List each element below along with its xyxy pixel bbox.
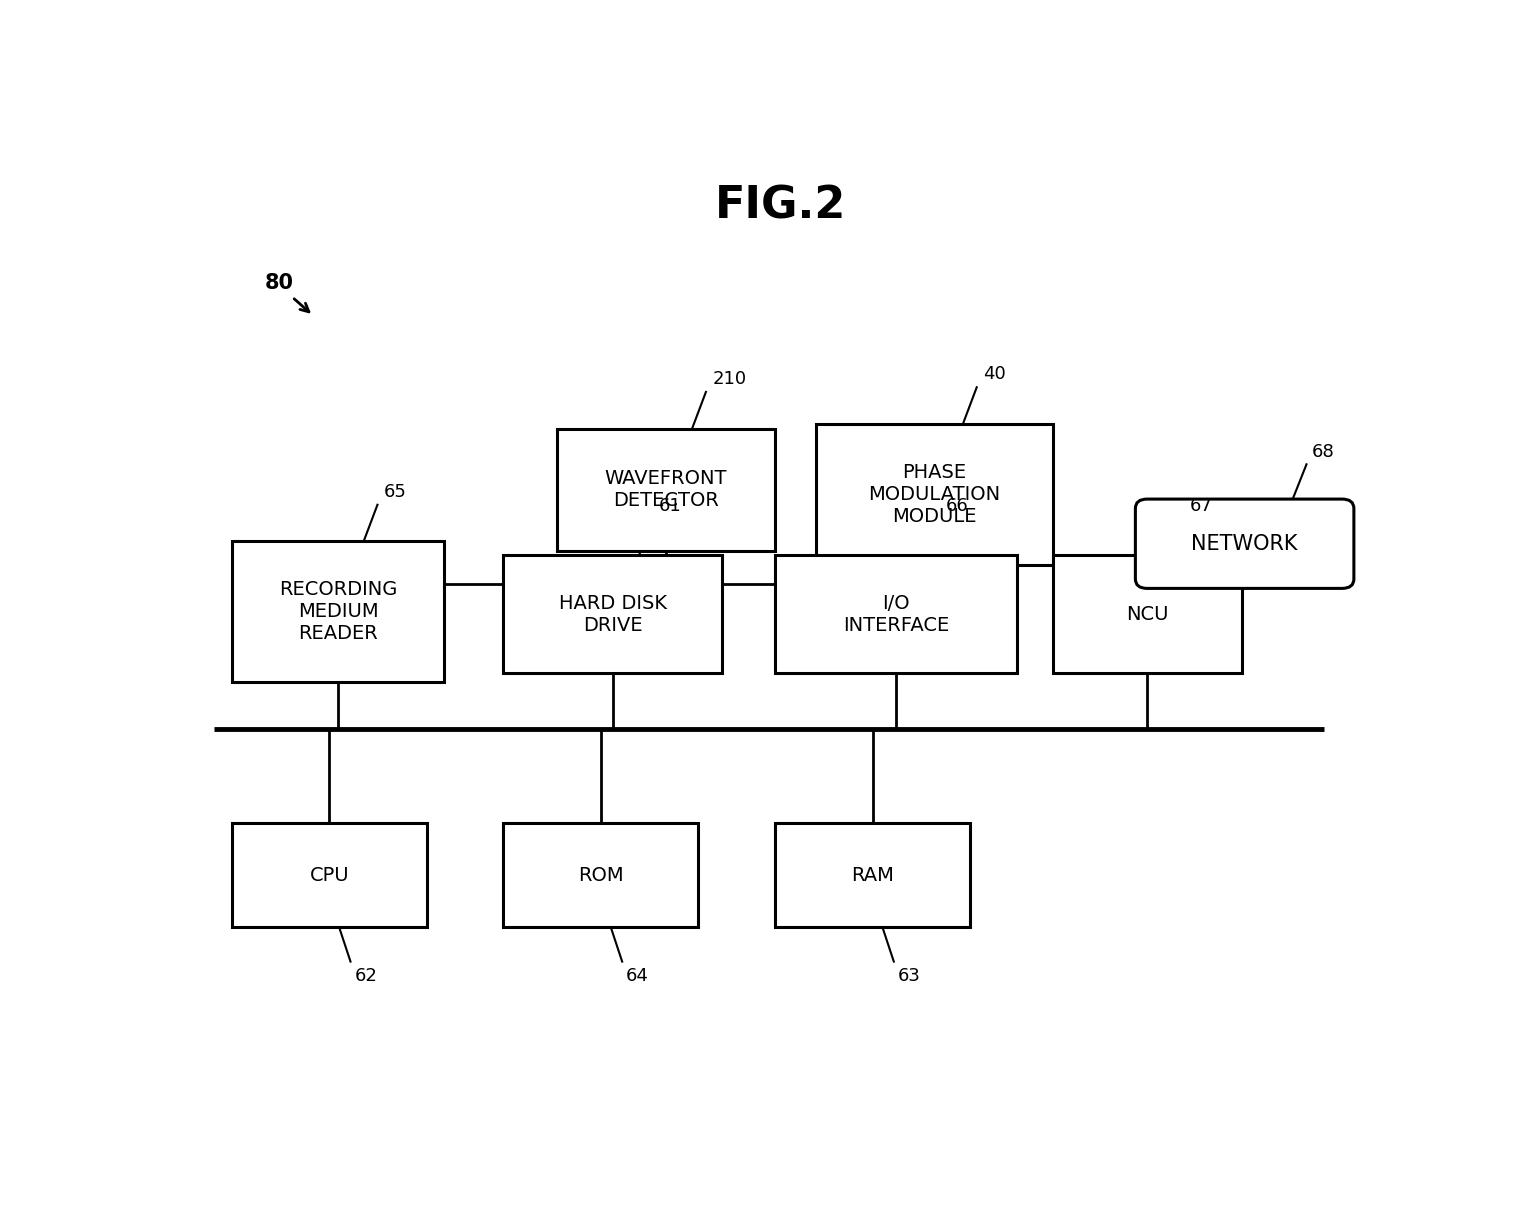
Bar xyxy=(776,823,971,927)
Bar xyxy=(1053,556,1242,673)
Text: 63: 63 xyxy=(898,967,920,985)
Text: 80: 80 xyxy=(265,272,294,293)
Text: 210: 210 xyxy=(712,370,747,388)
Text: RAM: RAM xyxy=(850,866,895,885)
Bar xyxy=(232,823,427,927)
Text: NCU: NCU xyxy=(1126,604,1169,624)
Text: 40: 40 xyxy=(983,365,1006,383)
Bar xyxy=(776,556,1018,673)
Text: WAVEFRONT
DETECTOR: WAVEFRONT DETECTOR xyxy=(605,469,727,510)
FancyBboxPatch shape xyxy=(1135,499,1353,589)
Bar xyxy=(232,541,445,683)
Bar xyxy=(817,424,1053,565)
Bar xyxy=(503,823,698,927)
Text: 66: 66 xyxy=(945,497,968,515)
Bar xyxy=(503,556,722,673)
Text: 68: 68 xyxy=(1312,442,1335,460)
Text: ROM: ROM xyxy=(578,866,623,885)
Text: 65: 65 xyxy=(384,484,407,501)
Text: RECORDING
MEDIUM
READER: RECORDING MEDIUM READER xyxy=(279,580,398,643)
Text: CPU: CPU xyxy=(309,866,349,885)
Text: FIG.2: FIG.2 xyxy=(715,184,847,227)
Text: 67: 67 xyxy=(1190,497,1213,515)
Text: NETWORK: NETWORK xyxy=(1192,534,1298,554)
Text: PHASE
MODULATION
MODULE: PHASE MODULATION MODULE xyxy=(869,463,1001,526)
Bar xyxy=(556,429,776,551)
Text: 62: 62 xyxy=(355,967,378,985)
Text: HARD DISK
DRIVE: HARD DISK DRIVE xyxy=(559,593,666,635)
Text: 61: 61 xyxy=(658,497,681,515)
Text: 64: 64 xyxy=(626,967,649,985)
Text: I/O
INTERFACE: I/O INTERFACE xyxy=(843,593,949,635)
